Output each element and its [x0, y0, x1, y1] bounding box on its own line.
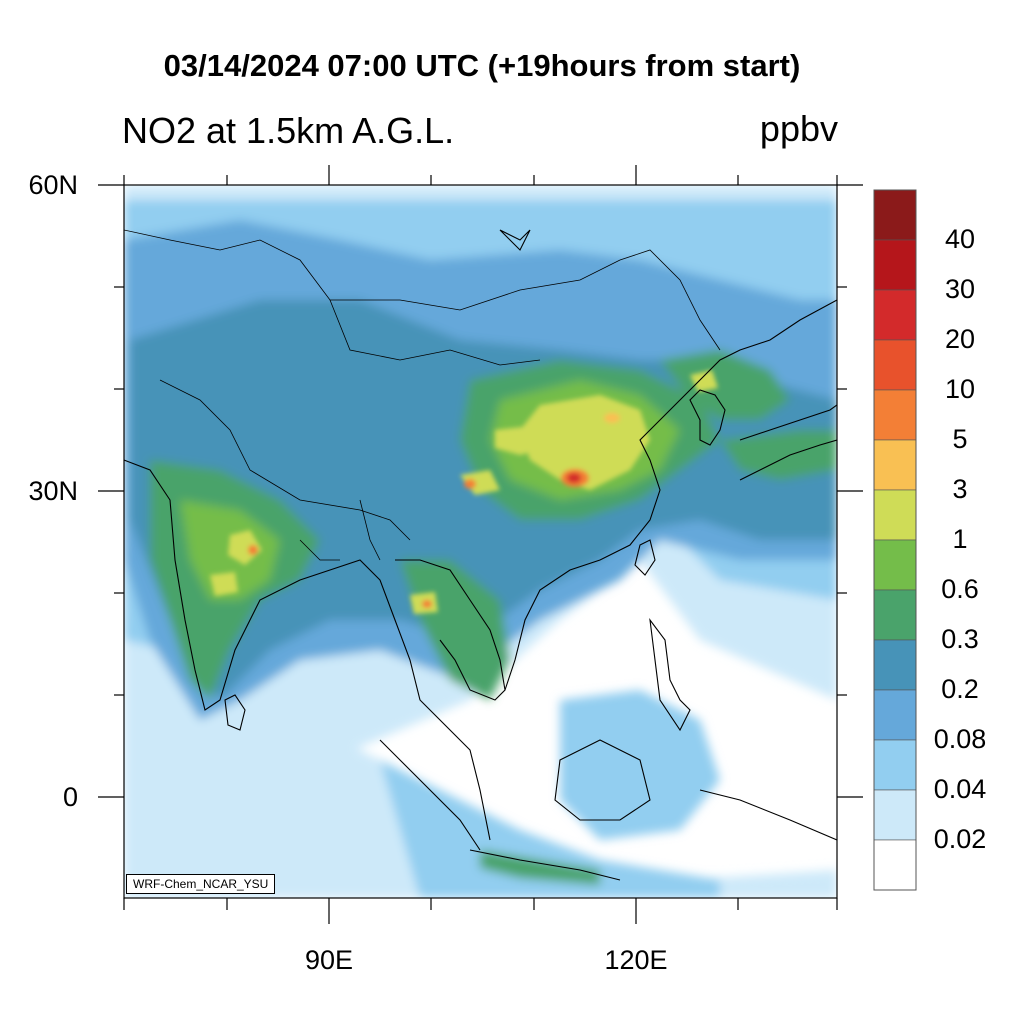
lat-label-60n: 60N: [28, 170, 78, 200]
colorbar-label: 5: [952, 424, 968, 454]
colorbar-segment: [873, 439, 917, 491]
colorbar-frame: [873, 189, 917, 891]
colorbar-segment: [873, 839, 917, 891]
lat-label-30n: 30N: [28, 476, 78, 506]
colorbar-segment: [873, 239, 917, 291]
no2-field: [124, 185, 837, 898]
colorbar-segment: [873, 639, 917, 691]
colorbar-segment: [873, 539, 917, 591]
colorbar-label: 0.04: [933, 774, 987, 804]
units-label: ppbv: [759, 108, 838, 149]
lat-label-0: 0: [62, 782, 78, 812]
colorbar-label: 0.2: [941, 674, 979, 704]
colorbar-label: 10: [944, 374, 976, 404]
colorbar-segment: [873, 389, 917, 441]
model-credit: WRF-Chem_NCAR_YSU: [126, 874, 276, 894]
variable-title: NO2 at 1.5km A.G.L.: [122, 110, 455, 151]
coastlines: [124, 229, 837, 881]
colorbar: [873, 189, 917, 891]
colorbar-segment: [873, 789, 917, 841]
colorbar-segment: [873, 339, 917, 391]
colorbar-label: 0.08: [933, 724, 987, 754]
map-frame: [98, 165, 863, 924]
colorbar-label: 40: [944, 224, 976, 254]
map-title: 03/14/2024 07:00 UTC (+19hours from star…: [163, 48, 801, 83]
colorbar-label: 3: [952, 474, 968, 504]
colorbar-label: 0.02: [933, 824, 987, 854]
colorbar-label: 30: [944, 274, 976, 304]
lon-label-90e: 90E: [304, 945, 354, 975]
colorbar-segment: [873, 739, 917, 791]
colorbar-label: 0.3: [941, 624, 979, 654]
political-borders: [124, 229, 721, 561]
lon-label-120e: 120E: [604, 945, 668, 975]
colorbar-label: 0.6: [941, 574, 979, 604]
colorbar-label: 20: [944, 324, 976, 354]
colorbar-segment: [873, 489, 917, 541]
colorbar-label: 1: [952, 524, 968, 554]
